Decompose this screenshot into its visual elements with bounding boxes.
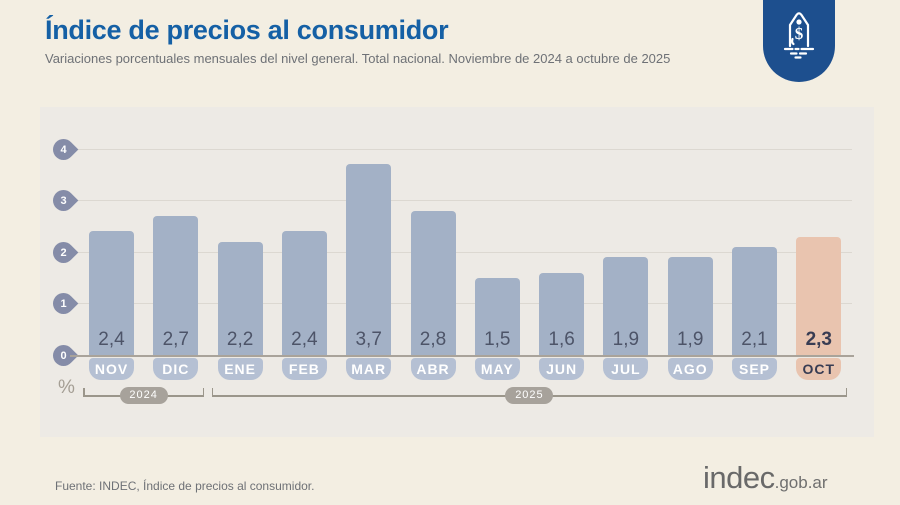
bar: [732, 246, 777, 355]
y-axis-tick-label: 2: [60, 246, 67, 258]
month-pill: SEP: [732, 358, 777, 380]
y-axis-badge: 1: [48, 288, 79, 319]
bar-value-label: 2,1: [741, 329, 768, 350]
indec-logo-domain: .gob.ar: [774, 473, 828, 492]
year-bracket-tick: [845, 388, 848, 396]
source-note: Fuente: INDEC, Índice de precios al cons…: [55, 479, 315, 493]
bar-value-label: 2,8: [419, 329, 447, 350]
chart-panel: % 0 1 2 3 4 2,4 NOV 2,7 DIC 2,2 ENE 2,4 FEB 3,7 MAR 2,8…: [40, 107, 874, 437]
grid-line: [70, 303, 852, 304]
bar: [281, 231, 327, 355]
indec-logo: indec .gob.ar: [703, 460, 828, 496]
x-axis-baseline: [70, 354, 854, 357]
month-pill: ABR: [410, 358, 456, 380]
bar-value-label: 2,4: [291, 329, 318, 350]
year-bracket-tick: [83, 388, 85, 396]
bar: [603, 257, 649, 355]
y-axis-tick-label: 0: [60, 349, 67, 361]
year-pill: 2025: [505, 387, 554, 404]
month-pill: NOV: [89, 358, 134, 380]
month-pill: FEB: [281, 358, 327, 380]
year-bracket-tick: [211, 388, 214, 396]
y-axis-badge: 2: [48, 237, 79, 267]
bar-value-label: 2,2: [226, 329, 254, 350]
bar: [153, 215, 199, 355]
month-pill: OCT: [796, 358, 842, 380]
bar: [796, 236, 842, 355]
price-tag-icon: $: [777, 8, 821, 69]
month-pill: JUN: [539, 358, 585, 380]
bar-value-label: 1,9: [612, 329, 640, 350]
month-pill: MAR: [346, 358, 392, 380]
year-bracket-tick: [202, 388, 205, 396]
bar: [217, 241, 263, 355]
grid-line: [70, 200, 852, 201]
bar: [474, 277, 520, 355]
month-pill: ENE: [217, 358, 263, 380]
indec-logo-text: indec: [703, 460, 775, 495]
month-pill: AGO: [667, 358, 713, 380]
bar-value-label: 2,4: [98, 329, 125, 350]
month-pill: DIC: [153, 358, 199, 380]
y-axis-badge: 3: [48, 185, 79, 216]
page-subtitle: Variaciones porcentuales mensuales del n…: [45, 50, 671, 66]
month-pill: MAY: [474, 358, 520, 380]
y-axis-tick-label: 3: [60, 194, 67, 207]
month-pill: JUL: [603, 358, 649, 380]
year-pill: 2024: [119, 387, 168, 404]
grid-line: [70, 148, 852, 150]
header: Índice de precios al consumidor Variacio…: [45, 14, 745, 66]
y-axis-badge: 4: [48, 134, 79, 164]
y-axis-unit-label: %: [58, 377, 75, 398]
bar-value-label: 2,7: [162, 329, 189, 350]
y-axis-tick-label: 4: [60, 143, 67, 155]
y-axis-tick-label: 1: [60, 297, 67, 310]
bar: [410, 210, 456, 355]
bar: [667, 257, 713, 355]
bar-value-label: 3,7: [355, 329, 382, 350]
grid-line: [70, 251, 852, 253]
bar: [539, 272, 585, 355]
bar-value-label: 1,5: [484, 329, 511, 350]
bar: [346, 164, 392, 355]
bar-value-label: 1,9: [676, 329, 704, 350]
bar-value-label: 2,3: [805, 329, 832, 350]
page-title: Índice de precios al consumidor: [45, 15, 449, 45]
bar-value-label: 1,6: [548, 329, 575, 350]
svg-text:$: $: [795, 24, 804, 43]
bar: [89, 231, 134, 355]
price-tag-badge: $: [763, 0, 835, 82]
